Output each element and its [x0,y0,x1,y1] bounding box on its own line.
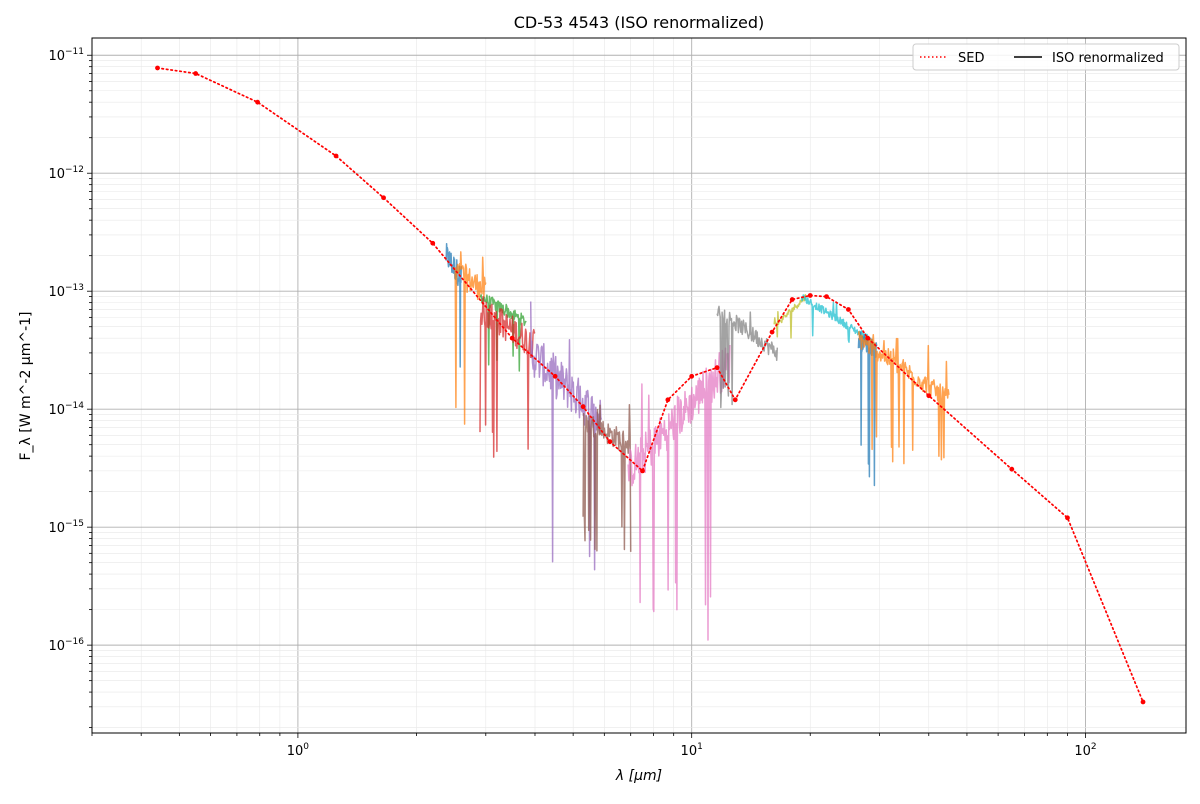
y-tick-label: 10−15 [48,519,84,536]
chart-title: CD-53 4543 (ISO renormalized) [514,13,765,32]
y-tick-label: 10−12 [48,165,84,182]
iso-spectrum-line [529,301,603,571]
sed-point [926,393,932,399]
y-tick-base: 10 [48,403,65,418]
sed-point [255,99,260,105]
y-tick-exponent: −11 [65,47,84,57]
legend-frame [912,43,1180,71]
sed-point [1140,699,1146,705]
iso-spectrum-line [857,331,878,487]
y-tick-base: 10 [48,167,65,182]
sed-point [732,397,738,403]
iso-spectrum-line [453,251,487,425]
sed-point [1065,515,1070,521]
y-tick-base: 10 [48,521,65,536]
y-tick-exponent: −16 [65,637,84,647]
x-axis-label-text: λ [μm] [615,768,662,784]
y-tick-exponent: −13 [65,283,84,293]
sed-point [509,335,515,341]
sed-point [865,335,871,341]
iso-spectrum-line [445,242,463,368]
iso-spectrum-line [479,295,536,458]
y-tick-label: 10−14 [48,401,84,418]
iso-spectrum-line [479,294,527,372]
iso-spectrum-line [582,404,632,552]
sed-point [193,71,199,76]
x-tick-exponent: 1 [697,742,703,752]
x-tick-exponent: 2 [1091,742,1097,752]
x-tick-base: 10 [287,744,304,759]
iso-spectrum-line [800,294,869,343]
sed-point [807,293,813,298]
x-tick-base: 10 [1074,744,1091,759]
sed-point [155,65,160,71]
sed-point [665,397,671,403]
sed-point [640,468,645,474]
y-tick-exponent: −12 [65,165,84,175]
y-tick-base: 10 [48,49,65,64]
sed-point [333,153,339,159]
sed-point [824,294,829,299]
y-tick-exponent: −15 [65,519,84,529]
legend-iso-label: ISO renormalized [1052,51,1164,66]
y-tick-base: 10 [48,285,65,300]
legend-sed-label: SED [958,51,984,66]
y-tick-label: 10−16 [48,637,84,654]
sed-point [1009,466,1015,472]
y-axis-label-text: F_λ [W m^-2 μm^-1] [18,311,34,460]
sed-point [845,307,851,312]
sed-point [689,373,695,379]
y-axis-label: F_λ [W m^-2 μm^-1] [18,311,34,460]
iso-spectrum-line [857,330,950,465]
plot-frame [91,37,1187,734]
sed-series [155,65,1146,705]
sed-point [607,439,613,445]
x-axis-label: λ [μm] [615,768,662,784]
sed-point [769,329,775,335]
y-tick-label: 10−13 [48,283,84,300]
legend: SED ISO renormalized [912,43,1180,71]
sed-point [714,365,720,371]
sed-point [430,240,436,246]
x-tick-label: 101 [681,742,703,759]
x-tick-label: 102 [1074,742,1096,759]
x-tick-base: 10 [681,744,698,759]
sed-point [552,373,558,379]
iso-spectra [445,242,950,641]
sed-point [789,297,795,302]
y-tick-label: 10−11 [48,47,84,64]
y-tick-exponent: −14 [65,401,84,411]
x-tick-label: 100 [287,742,310,759]
x-tick-exponent: 0 [303,742,309,752]
sed-point [381,195,386,201]
sed-point [580,404,586,410]
y-tick-base: 10 [48,639,65,654]
